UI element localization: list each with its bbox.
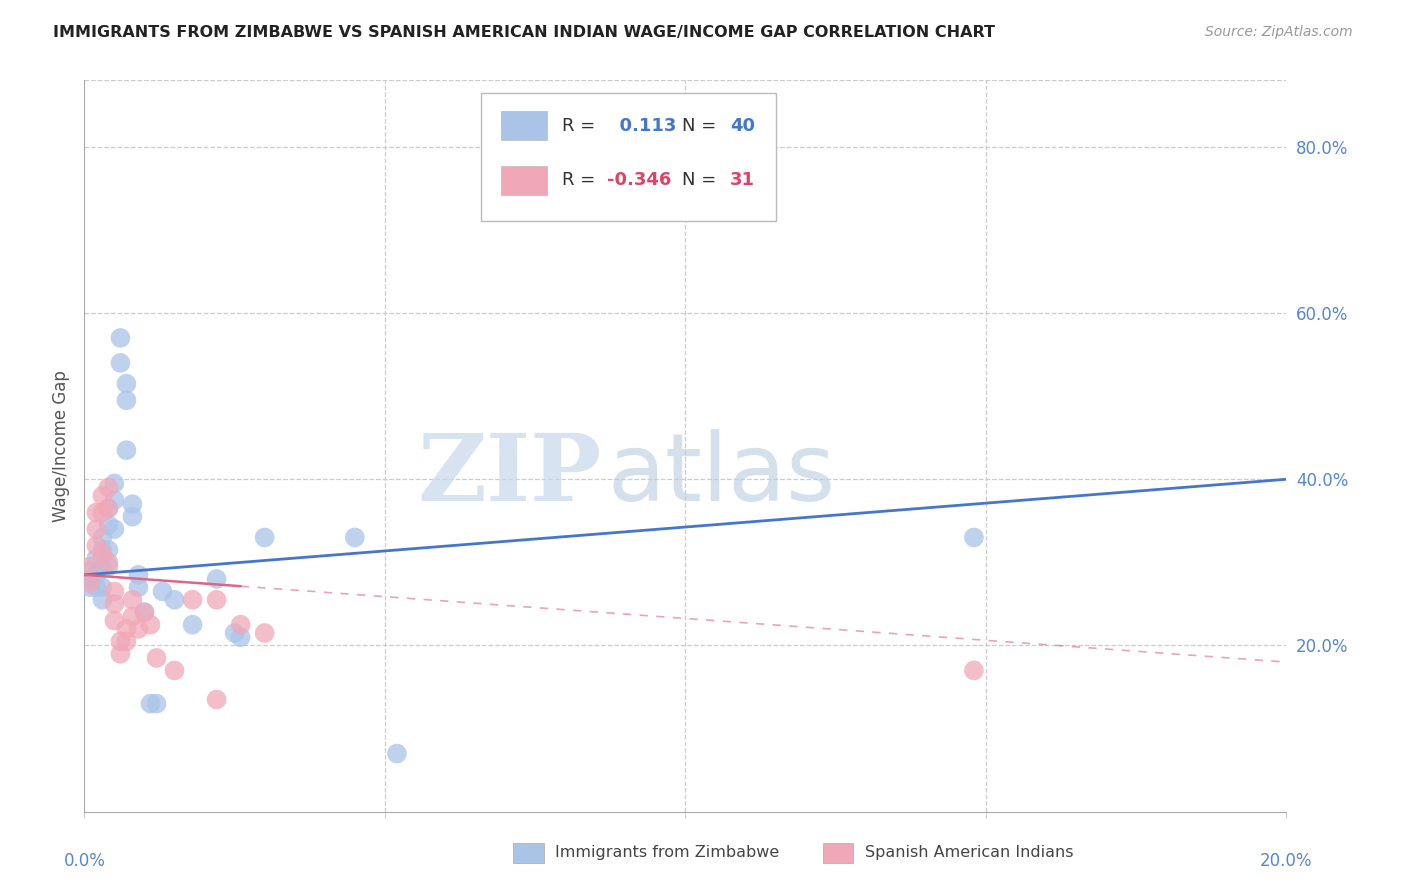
Point [97,481,120,495]
Text: Immigrants from Zimbabwe: Immigrants from Zimbabwe [555,846,779,860]
Point [253,530,276,544]
Point [91,559,114,574]
Text: 40: 40 [730,117,755,135]
Point [110,356,132,370]
Point [127,580,149,594]
Point [103,476,125,491]
Point [110,634,132,648]
Point [103,522,125,536]
Text: IMMIGRANTS FROM ZIMBABWE VS SPANISH AMERICAN INDIAN WAGE/INCOME GAP CORRELATION : IMMIGRANTS FROM ZIMBABWE VS SPANISH AMER… [53,25,995,40]
Point [103,614,125,628]
Text: 31: 31 [730,171,755,189]
Point [115,393,138,408]
Point [963,530,986,544]
Point [121,509,143,524]
Point [205,572,228,586]
Point [181,617,204,632]
Point [91,506,114,520]
Point [86,551,108,566]
Point [205,692,228,706]
Text: atlas: atlas [607,429,835,521]
Text: Source: ZipAtlas.com: Source: ZipAtlas.com [1205,25,1353,39]
Point [115,622,138,636]
Point [127,567,149,582]
Point [103,584,125,599]
Point [91,542,114,557]
Point [91,580,114,594]
Point [97,559,120,574]
Point [115,443,138,458]
Bar [502,111,547,140]
Point [121,497,143,511]
Bar [502,166,547,195]
Point [97,501,120,516]
Point [86,567,108,582]
Point [103,493,125,508]
Point [115,376,138,391]
Point [97,542,120,557]
FancyBboxPatch shape [481,93,776,220]
Point [385,747,408,761]
Point [79,576,101,591]
Text: Spanish American Indians: Spanish American Indians [865,846,1073,860]
Point [97,501,120,516]
Point [134,605,156,619]
Point [163,664,186,678]
Text: R =: R = [561,171,595,189]
Point [115,634,138,648]
Point [97,555,120,569]
Point [145,651,167,665]
Point [963,664,986,678]
Point [229,617,252,632]
Text: 0.0%: 0.0% [63,852,105,870]
Point [91,530,114,544]
Point [145,697,167,711]
Point [79,559,101,574]
Text: ZIP: ZIP [418,430,602,520]
Point [121,592,143,607]
Point [152,584,174,599]
Point [139,617,162,632]
Point [253,626,276,640]
Point [134,605,156,619]
Point [127,622,149,636]
Point [229,630,252,644]
Point [163,592,186,607]
Text: -0.346: -0.346 [607,171,672,189]
Point [79,564,101,578]
Point [91,489,114,503]
Point [91,547,114,561]
Point [224,626,246,640]
Point [91,592,114,607]
Point [121,609,143,624]
Point [97,518,120,533]
Text: N =: N = [682,171,716,189]
Point [181,592,204,607]
Point [205,592,228,607]
Text: 0.113: 0.113 [607,117,676,135]
Point [110,647,132,661]
Text: N =: N = [682,117,716,135]
Point [79,580,101,594]
Point [110,331,132,345]
Point [86,506,108,520]
Point [86,580,108,594]
Point [86,522,108,536]
Text: R =: R = [561,117,595,135]
Text: 20.0%: 20.0% [1260,852,1313,870]
Point [343,530,366,544]
Point [79,572,101,586]
Point [86,539,108,553]
Y-axis label: Wage/Income Gap: Wage/Income Gap [52,370,70,522]
Point [139,697,162,711]
Point [103,597,125,611]
